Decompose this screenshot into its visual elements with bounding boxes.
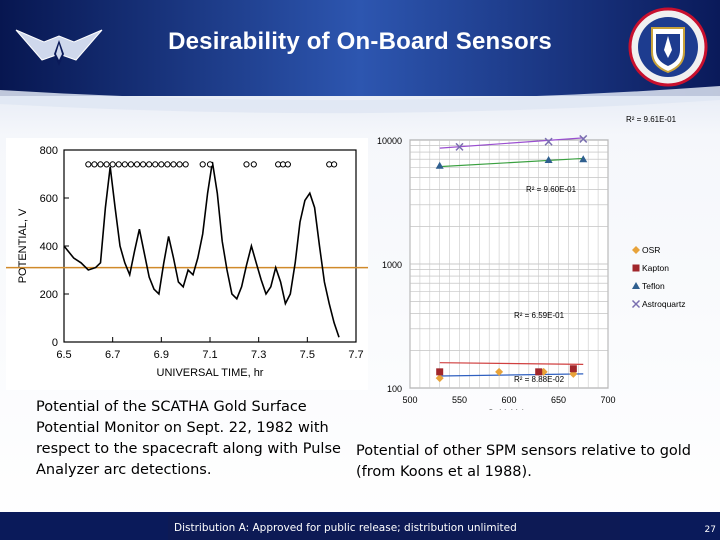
distribution-footer: Distribution A: Approved for public rele… <box>168 516 620 540</box>
left-x-tick-label: 7.5 <box>300 349 315 361</box>
arc-detection-marker <box>206 161 214 168</box>
right-x-tick-label: 550 <box>452 395 467 405</box>
astroquartz-marker <box>631 299 641 309</box>
left-y-tick-label: 200 <box>40 289 58 301</box>
left-x-tick-label: 7.1 <box>202 349 217 361</box>
r-squared-annotation: R² = 6.59E-01 <box>514 311 565 320</box>
right-x-tick-label: 650 <box>551 395 566 405</box>
right-y-tick-label: 1000 <box>382 260 402 270</box>
kapton-marker <box>535 368 543 376</box>
astroquartz-marker <box>579 134 588 143</box>
r-squared-annotation: R² = 9.60E-01 <box>526 185 577 194</box>
teflon-marker <box>579 155 588 163</box>
right-y-tick-label: 100 <box>387 384 402 394</box>
arc-detection-marker <box>85 161 92 168</box>
trendline <box>439 137 584 149</box>
left-x-tick-label: 7.3 <box>251 349 266 361</box>
arc-detection-marker <box>331 161 338 168</box>
trendline <box>439 157 584 168</box>
legend-entry-teflon: Teflon <box>642 281 665 291</box>
right-figure-caption: Potential of other SPM sensors relative … <box>356 443 692 480</box>
arc-detection-marker <box>133 161 141 168</box>
arc-detection-marker <box>109 161 116 168</box>
kapton-marker <box>436 368 444 376</box>
r-squared-annotation: R² = 9.61E-01 <box>626 115 677 124</box>
r-squared-annotation: R² = 8.88E-02 <box>514 375 565 384</box>
right-x-tick-label: 500 <box>402 395 417 405</box>
trendline <box>439 362 584 365</box>
left-x-tick-label: 7.7 <box>348 349 363 361</box>
legend-entry-osr: OSR <box>642 245 660 255</box>
scatha-potential-chart: 6.5 6.7 6.9 7.1 7.3 7.5 7.7 0 200 400 600 800 UNIVER… <box>6 138 368 390</box>
arc-detection-marker <box>97 161 104 168</box>
left-y-tick-label: 800 <box>40 145 58 157</box>
air-force-wings-logo <box>15 29 103 66</box>
kapton-marker <box>632 264 640 272</box>
arc-detection-marker <box>243 161 250 168</box>
arc-detection-marker <box>127 161 135 168</box>
arc-detection-marker <box>182 161 189 168</box>
right-x-tick-label: 700 <box>600 395 615 405</box>
osr-marker <box>632 246 640 254</box>
trendline <box>439 373 584 377</box>
potential-series-line <box>63 161 340 338</box>
left-x-axis-label: UNIVERSAL TIME, hr <box>157 367 264 379</box>
left-figure-caption: Potential of the SCATHA Gold Surface Pot… <box>36 399 341 478</box>
astroquartz-marker <box>544 137 553 146</box>
teflon-marker <box>632 282 640 289</box>
arc-detection-marker <box>146 161 153 168</box>
page-number: 27 <box>704 525 716 535</box>
afrl-shield-logo <box>628 7 708 87</box>
arc-detection-marker <box>139 161 147 168</box>
left-y-tick-label: 400 <box>40 241 58 253</box>
arc-detection-marker <box>91 161 98 168</box>
arc-detection-marker <box>103 161 110 168</box>
arc-detection-marker <box>121 161 128 168</box>
astroquartz-marker <box>455 142 464 151</box>
slide-title: Desirability of On-Board Sensors <box>168 28 552 55</box>
arc-detection-marker <box>152 161 159 168</box>
teflon-marker <box>544 155 553 163</box>
arc-detection-marker <box>158 161 165 168</box>
arc-detection-marker <box>199 161 206 168</box>
spm-sensors-chart: 100 1000 10000 500 550 600 650 700 Gold, Volts R²… <box>377 115 686 410</box>
right-x-tick-label: 600 <box>501 395 516 405</box>
left-x-tick-label: 6.9 <box>154 349 169 361</box>
arc-detection-marker <box>250 161 257 168</box>
legend-entry-astroquartz: Astroquartz <box>642 299 685 309</box>
left-y-axis-label: POTENTIAL, V <box>17 208 29 283</box>
left-x-tick-label: 6.5 <box>56 349 71 361</box>
teflon-marker <box>435 161 444 169</box>
left-y-tick-label: 600 <box>40 193 58 205</box>
arc-detection-marker <box>164 161 171 168</box>
right-x-axis-label: Gold, Volts <box>487 408 531 410</box>
arc-detection-marker <box>284 161 291 168</box>
kapton-marker <box>569 365 577 373</box>
left-x-tick-label: 6.7 <box>105 349 120 361</box>
osr-marker <box>435 374 444 383</box>
right-y-tick-label: 10000 <box>377 136 402 146</box>
left-y-tick-label: 0 <box>52 337 58 349</box>
arc-detection-marker <box>176 161 183 168</box>
arc-detection-marker <box>170 161 177 168</box>
legend-entry-kapton: Kapton <box>642 263 669 273</box>
osr-marker <box>495 367 504 376</box>
arc-detection-marker <box>115 161 122 168</box>
